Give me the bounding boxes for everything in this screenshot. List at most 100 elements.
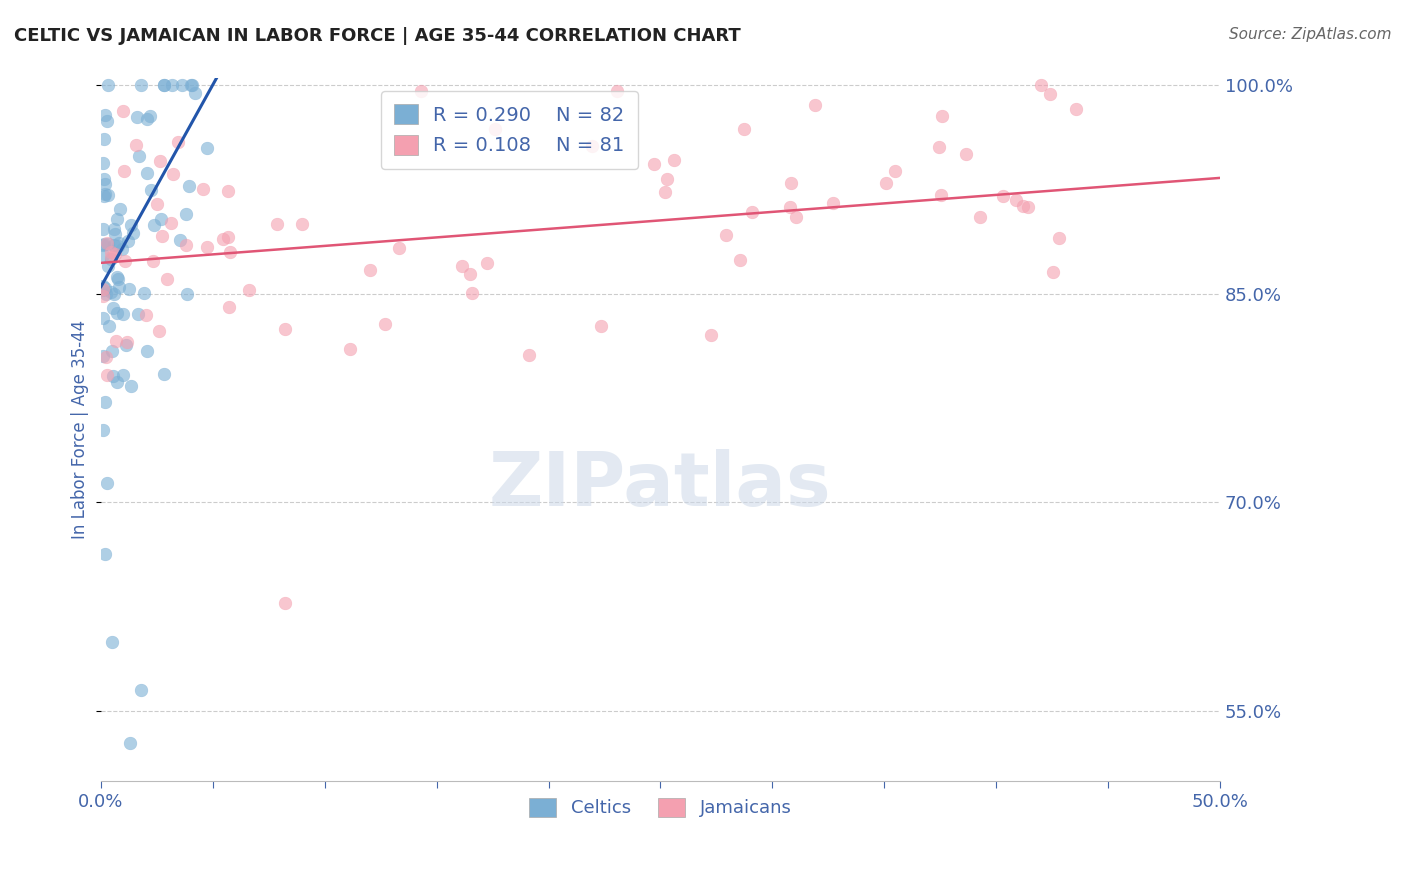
Point bbox=[96, 236, 118, 251]
Point bbox=[131, 683, 153, 698]
Point bbox=[409, 85, 432, 99]
Point bbox=[128, 149, 150, 163]
Point bbox=[91, 311, 114, 326]
Point bbox=[105, 306, 128, 320]
Point bbox=[112, 104, 135, 119]
Point bbox=[101, 634, 124, 648]
Point bbox=[1042, 265, 1064, 279]
Point bbox=[734, 121, 756, 136]
Point bbox=[458, 267, 481, 281]
Point bbox=[779, 176, 801, 190]
Point bbox=[1029, 78, 1052, 92]
Point bbox=[148, 324, 170, 338]
Point bbox=[741, 205, 763, 219]
Point bbox=[107, 272, 129, 286]
Point bbox=[100, 252, 122, 266]
Point bbox=[779, 200, 801, 214]
Point bbox=[181, 78, 204, 92]
Point bbox=[100, 250, 122, 264]
Point bbox=[117, 234, 139, 248]
Point bbox=[110, 202, 132, 217]
Point bbox=[475, 256, 498, 270]
Point bbox=[218, 300, 240, 314]
Point bbox=[125, 137, 148, 152]
Point bbox=[662, 153, 685, 168]
Point bbox=[91, 156, 114, 170]
Point bbox=[105, 270, 128, 285]
Point bbox=[104, 227, 127, 241]
Point bbox=[180, 78, 202, 92]
Point bbox=[91, 282, 114, 296]
Point bbox=[93, 423, 115, 437]
Point bbox=[150, 228, 173, 243]
Point bbox=[152, 78, 174, 92]
Point bbox=[142, 254, 165, 268]
Point bbox=[991, 188, 1014, 202]
Point bbox=[160, 78, 183, 92]
Point bbox=[581, 139, 603, 153]
Point bbox=[125, 110, 148, 124]
Point bbox=[132, 285, 155, 300]
Point bbox=[96, 114, 118, 128]
Point bbox=[105, 334, 128, 349]
Y-axis label: In Labor Force | Age 35-44: In Labor Force | Age 35-44 bbox=[72, 319, 89, 539]
Point bbox=[93, 281, 115, 295]
Point bbox=[91, 237, 114, 252]
Point bbox=[93, 132, 115, 146]
Point bbox=[103, 301, 125, 316]
Point bbox=[273, 322, 295, 336]
Point bbox=[93, 237, 115, 252]
Point bbox=[823, 195, 845, 210]
Point bbox=[146, 197, 169, 211]
Point bbox=[484, 121, 506, 136]
Point bbox=[101, 369, 124, 384]
Point bbox=[150, 211, 173, 226]
Point bbox=[152, 367, 174, 381]
Point bbox=[94, 350, 117, 364]
Point bbox=[104, 246, 127, 260]
Point bbox=[105, 375, 128, 389]
Point bbox=[96, 259, 118, 273]
Point bbox=[291, 217, 314, 231]
Point bbox=[112, 368, 135, 382]
Point bbox=[730, 253, 752, 268]
Point bbox=[266, 217, 288, 231]
Point bbox=[969, 210, 991, 224]
Point bbox=[1039, 87, 1062, 101]
Point bbox=[359, 263, 381, 277]
Point bbox=[193, 182, 215, 196]
Point bbox=[1012, 198, 1035, 212]
Point bbox=[120, 379, 142, 393]
Point bbox=[120, 218, 142, 232]
Point bbox=[785, 210, 807, 224]
Point bbox=[174, 238, 197, 252]
Point bbox=[114, 253, 136, 268]
Point bbox=[929, 188, 952, 202]
Point bbox=[141, 183, 163, 197]
Point bbox=[117, 282, 139, 296]
Point bbox=[91, 289, 114, 303]
Point bbox=[91, 349, 114, 363]
Point bbox=[176, 207, 198, 221]
Point bbox=[1047, 231, 1070, 245]
Text: CELTIC VS JAMAICAN IN LABOR FORCE | AGE 35-44 CORRELATION CHART: CELTIC VS JAMAICAN IN LABOR FORCE | AGE … bbox=[14, 27, 741, 45]
Point bbox=[179, 179, 201, 194]
Point bbox=[93, 547, 115, 561]
Point bbox=[716, 228, 738, 243]
Point bbox=[94, 394, 117, 409]
Point bbox=[135, 309, 157, 323]
Point bbox=[103, 286, 125, 301]
Point bbox=[112, 307, 135, 321]
Point bbox=[117, 334, 139, 349]
Point bbox=[111, 242, 134, 256]
Point bbox=[461, 286, 484, 301]
Point bbox=[91, 222, 114, 236]
Point bbox=[93, 189, 115, 203]
Point bbox=[149, 153, 172, 168]
Point bbox=[96, 286, 118, 301]
Point bbox=[135, 343, 157, 358]
Point bbox=[217, 184, 239, 198]
Point bbox=[374, 318, 396, 332]
Point bbox=[135, 112, 157, 127]
Point bbox=[655, 172, 678, 186]
